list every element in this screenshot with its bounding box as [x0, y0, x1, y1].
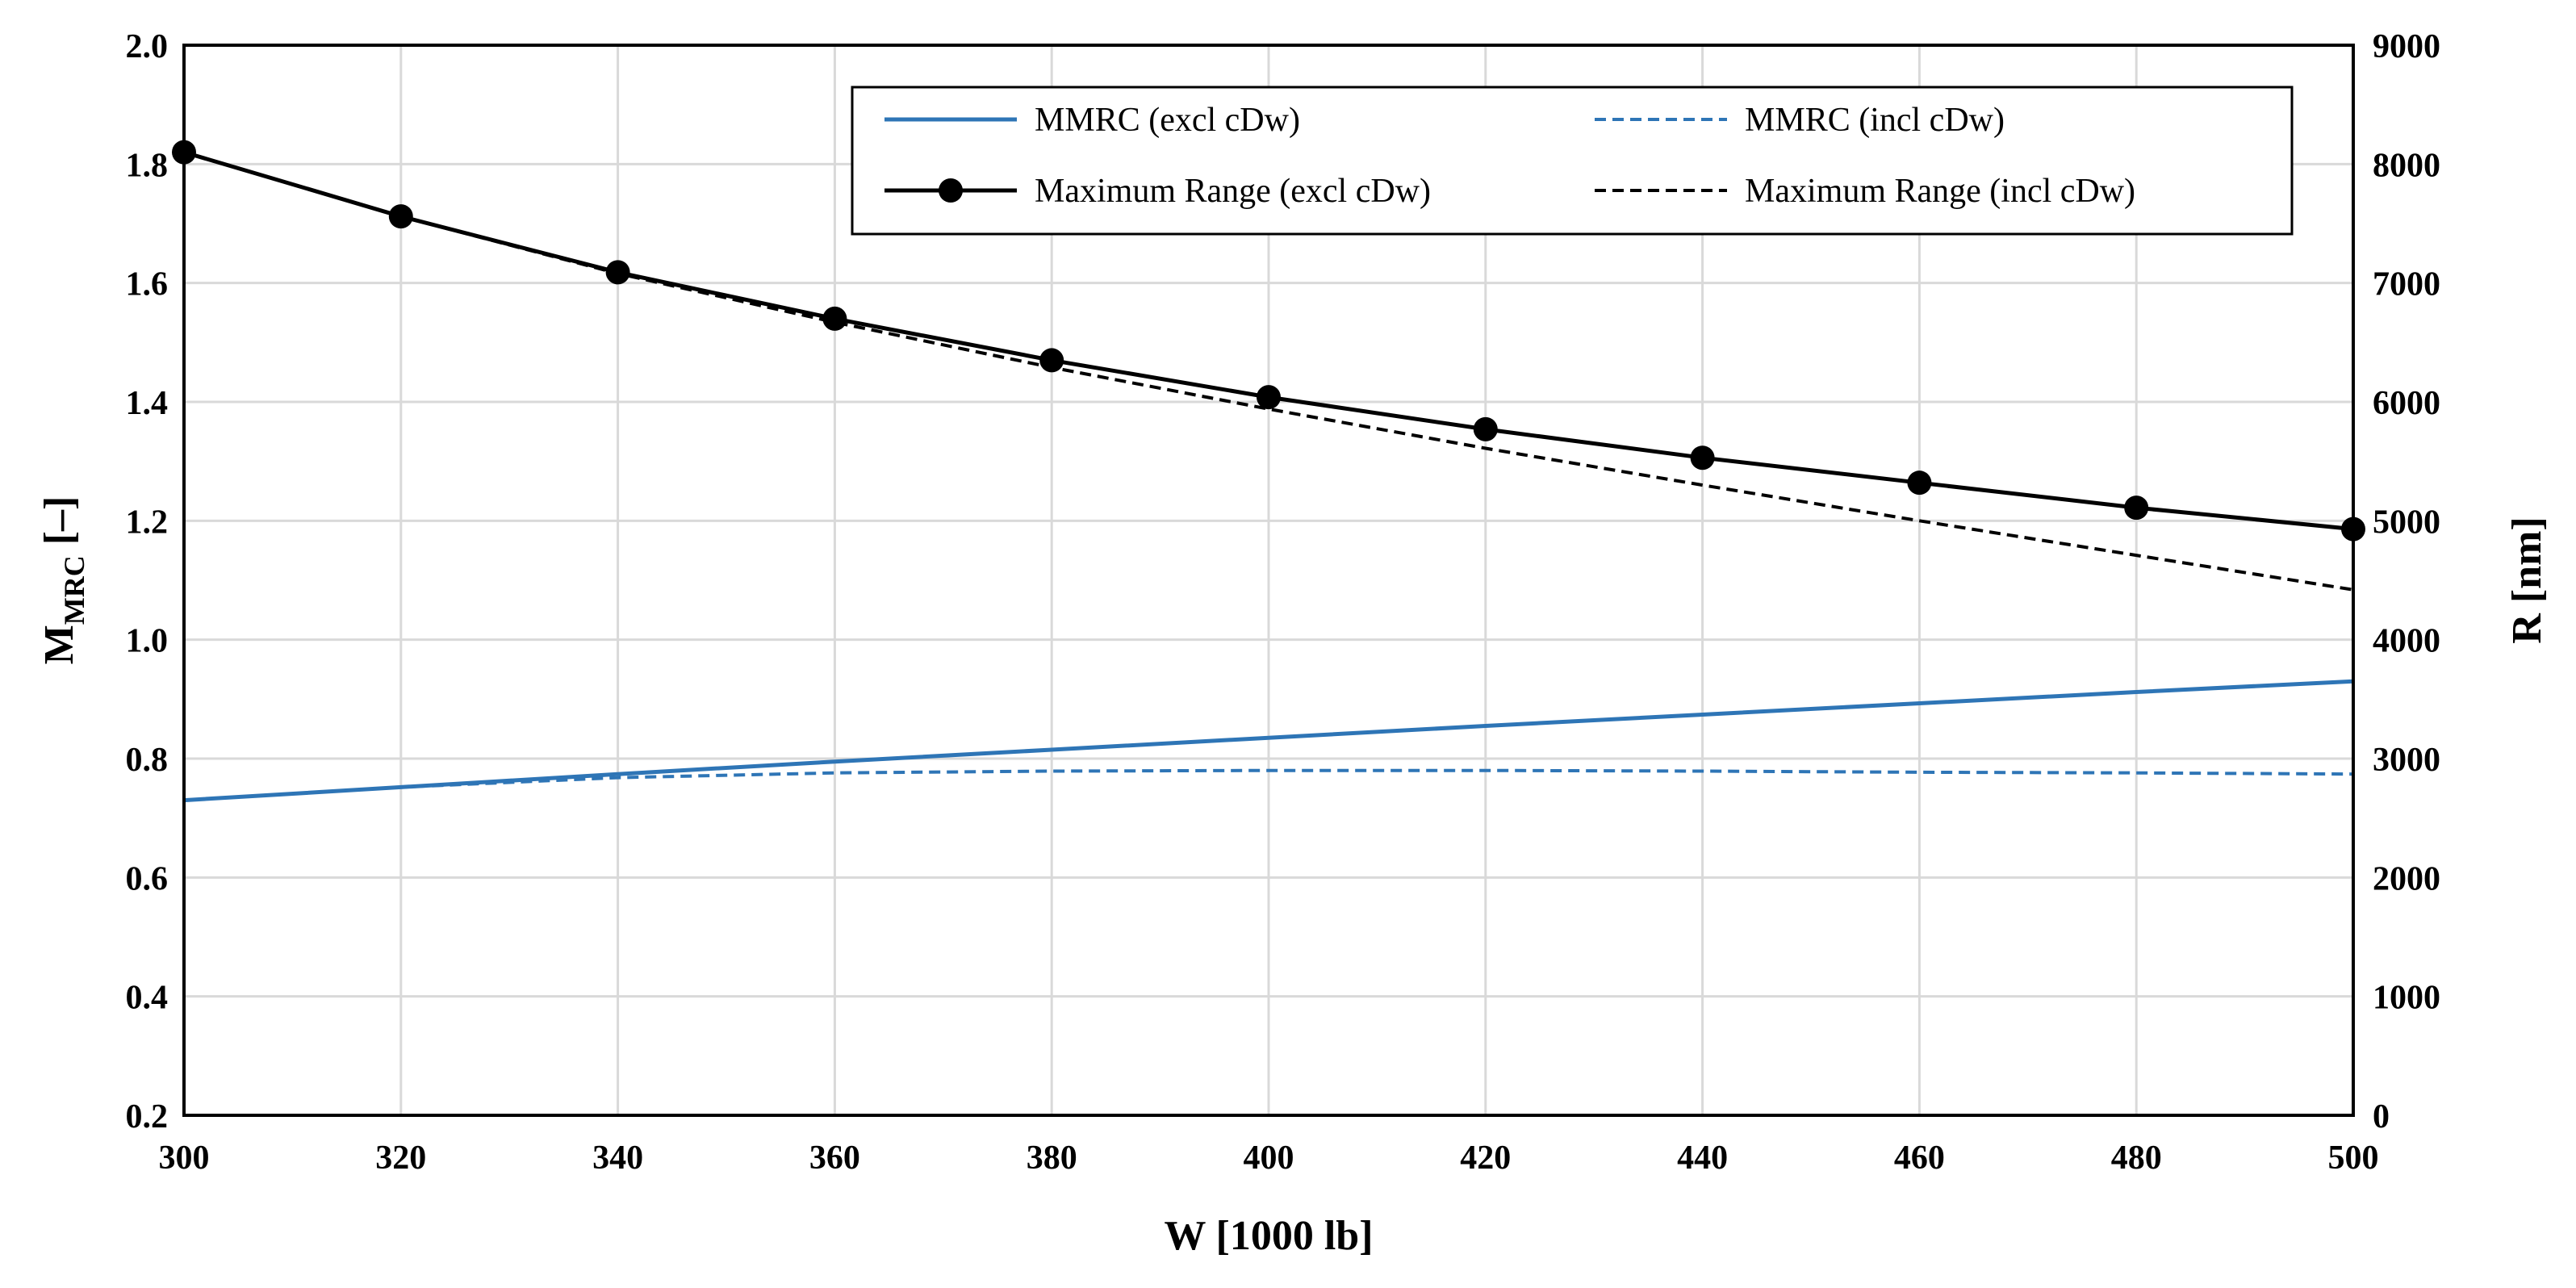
y-left-title-sub: MRC: [58, 555, 90, 625]
y-right-tick-label: 2000: [2373, 860, 2440, 897]
legend-marker: [939, 178, 963, 203]
y-axis-left-title: MMRC [–]: [36, 496, 90, 665]
y-left-title-main: M: [36, 625, 82, 664]
series-line-1: [183, 679, 2354, 803]
y-right-tick-label: 5000: [2373, 504, 2440, 541]
y-left-tick-label: 0.8: [126, 742, 169, 779]
legend: MMRC (excl cDw) MMRC (incl cDw) Maximum Ra…: [851, 86, 2294, 236]
tick-label-layer: 300 320 340 360 380 400 420 440 460 480 500 0.2 0.4 0…: [126, 28, 2441, 1177]
y-right-tick-label: 0: [2373, 1098, 2390, 1135]
legend-label-1: MMRC (excl cDw): [1035, 102, 1300, 139]
y-right-tick-label: 7000: [2373, 266, 2440, 303]
y-left-tick-label: 2.0: [126, 28, 169, 65]
legend-label-2: MMRC (incl cDw): [1745, 102, 2005, 139]
y-left-title-unit: [–]: [36, 496, 82, 556]
y-left-tick-label: 0.4: [126, 980, 169, 1017]
x-tick-label: 380: [1027, 1140, 1077, 1177]
y-left-tick-label: 1.6: [126, 266, 169, 303]
data-point-marker: [2124, 496, 2149, 521]
legend-box: [851, 86, 2294, 236]
series-layer: [172, 140, 2365, 803]
data-point-marker: [1690, 445, 1715, 470]
data-point-marker: [822, 306, 847, 331]
y-left-tick-label: 1.4: [126, 385, 169, 422]
x-tick-label: 360: [809, 1140, 860, 1177]
y-right-tick-label: 3000: [2373, 742, 2440, 779]
y-right-tick-label: 1000: [2373, 980, 2440, 1017]
data-point-marker: [1473, 416, 1498, 441]
x-tick-label: 320: [375, 1140, 426, 1177]
data-point-marker: [388, 204, 413, 229]
legend-items: MMRC (excl cDw) MMRC (incl cDw) Maximum Ra…: [884, 102, 2135, 210]
data-point-marker: [1257, 385, 1281, 410]
plot-area-frame: [182, 44, 2355, 1117]
y-left-tick-label: 0.2: [126, 1098, 169, 1135]
y-right-tick-label: 8000: [2373, 147, 2440, 184]
legend-label-4: Maximum Range (incl cDw): [1745, 173, 2135, 210]
y-right-tick-label: 4000: [2373, 623, 2440, 660]
x-axis-title: W [1000 lb]: [1164, 1213, 1373, 1259]
x-tick-label: 400: [1244, 1140, 1294, 1177]
y-left-tick-label: 1.8: [126, 147, 169, 184]
x-tick-label: 460: [1894, 1140, 1945, 1177]
svg-text:MMRC [–]: MMRC [–]: [36, 496, 90, 665]
legend-label-3: Maximum Range (excl cDw): [1035, 173, 1431, 210]
x-tick-label: 480: [2111, 1140, 2162, 1177]
series-line-4: [183, 150, 2354, 592]
series-line-2: [183, 768, 2354, 802]
x-tick-label: 420: [1460, 1140, 1511, 1177]
x-tick-label: 340: [592, 1140, 643, 1177]
x-tick-label: 500: [2328, 1140, 2379, 1177]
y-axis-right-title: R [nm]: [2504, 516, 2550, 643]
data-point-marker: [1907, 470, 1932, 496]
x-tick-label: 300: [159, 1140, 210, 1177]
y-right-tick-label: 6000: [2373, 385, 2440, 422]
y-left-tick-label: 1.0: [126, 623, 169, 660]
y-left-tick-label: 1.2: [126, 504, 169, 541]
y-left-tick-label: 0.6: [126, 860, 169, 897]
y-right-tick-label: 9000: [2373, 28, 2440, 65]
x-tick-label: 440: [1677, 1140, 1728, 1177]
